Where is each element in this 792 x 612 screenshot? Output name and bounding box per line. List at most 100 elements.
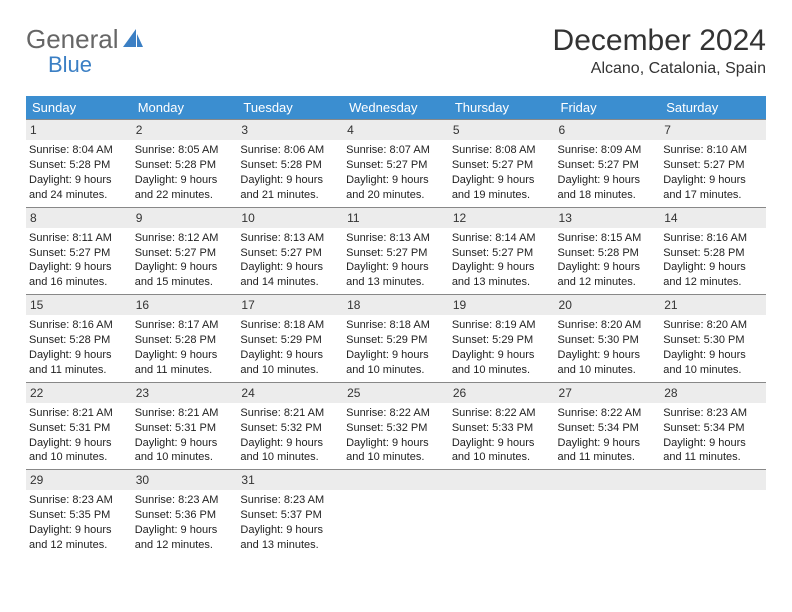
calendar-cell: 7Sunrise: 8:10 AMSunset: 5:27 PMDaylight… (660, 119, 766, 207)
weekday-header-row: SundayMondayTuesdayWednesdayThursdayFrid… (26, 96, 766, 119)
daylight-text: Daylight: 9 hours (558, 436, 658, 451)
day-number: 4 (343, 119, 449, 140)
sunset-text: Sunset: 5:28 PM (135, 158, 235, 173)
sunset-text: Sunset: 5:27 PM (346, 158, 446, 173)
daylight-text: and 10 minutes. (240, 450, 340, 465)
page-title: December 2024 (553, 24, 766, 58)
day-number: 14 (660, 207, 766, 228)
sunset-text: Sunset: 5:27 PM (663, 158, 763, 173)
daylight-text: Daylight: 9 hours (346, 260, 446, 275)
sunset-text: Sunset: 5:28 PM (240, 158, 340, 173)
sunset-text: Sunset: 5:33 PM (452, 421, 552, 436)
day-number: 21 (660, 294, 766, 315)
brand-logo: General Blue (26, 24, 144, 55)
weekday-header: Saturday (660, 96, 766, 119)
day-number: 15 (26, 294, 132, 315)
calendar-cell: 15Sunrise: 8:16 AMSunset: 5:28 PMDayligh… (26, 294, 132, 382)
calendar-cell: 23Sunrise: 8:21 AMSunset: 5:31 PMDayligh… (132, 382, 238, 470)
calendar-cell: 20Sunrise: 8:20 AMSunset: 5:30 PMDayligh… (555, 294, 661, 382)
sunrise-text: Sunrise: 8:05 AM (135, 143, 235, 158)
calendar-cell: 30Sunrise: 8:23 AMSunset: 5:36 PMDayligh… (132, 469, 238, 557)
sunset-text: Sunset: 5:30 PM (663, 333, 763, 348)
daylight-text: Daylight: 9 hours (346, 173, 446, 188)
sunset-text: Sunset: 5:27 PM (29, 246, 129, 261)
calendar-cell: 18Sunrise: 8:18 AMSunset: 5:29 PMDayligh… (343, 294, 449, 382)
sunset-text: Sunset: 5:35 PM (29, 508, 129, 523)
sunrise-text: Sunrise: 8:21 AM (240, 406, 340, 421)
calendar-cell (343, 469, 449, 557)
daylight-text: Daylight: 9 hours (663, 260, 763, 275)
calendar-cell: 2Sunrise: 8:05 AMSunset: 5:28 PMDaylight… (132, 119, 238, 207)
daylight-text: Daylight: 9 hours (240, 173, 340, 188)
daylight-text: Daylight: 9 hours (452, 348, 552, 363)
sunrise-text: Sunrise: 8:04 AM (29, 143, 129, 158)
day-number: 10 (237, 207, 343, 228)
sunrise-text: Sunrise: 8:20 AM (663, 318, 763, 333)
sunrise-text: Sunrise: 8:13 AM (240, 231, 340, 246)
sunrise-text: Sunrise: 8:23 AM (663, 406, 763, 421)
sunset-text: Sunset: 5:29 PM (240, 333, 340, 348)
weekday-header: Wednesday (343, 96, 449, 119)
brand-sail-icon (119, 24, 144, 55)
daylight-text: and 22 minutes. (135, 188, 235, 203)
daylight-text: Daylight: 9 hours (452, 260, 552, 275)
sunrise-text: Sunrise: 8:16 AM (663, 231, 763, 246)
sunset-text: Sunset: 5:30 PM (558, 333, 658, 348)
daylight-text: Daylight: 9 hours (135, 523, 235, 538)
daylight-text: Daylight: 9 hours (240, 523, 340, 538)
sunrise-text: Sunrise: 8:06 AM (240, 143, 340, 158)
weekday-header: Monday (132, 96, 238, 119)
sunrise-text: Sunrise: 8:10 AM (663, 143, 763, 158)
weekday-header: Thursday (449, 96, 555, 119)
sunset-text: Sunset: 5:27 PM (452, 158, 552, 173)
daylight-text: Daylight: 9 hours (29, 523, 129, 538)
day-number: 6 (555, 119, 661, 140)
daylight-text: Daylight: 9 hours (29, 173, 129, 188)
calendar-cell: 8Sunrise: 8:11 AMSunset: 5:27 PMDaylight… (26, 207, 132, 295)
day-number: 9 (132, 207, 238, 228)
sunrise-text: Sunrise: 8:11 AM (29, 231, 129, 246)
daylight-text: Daylight: 9 hours (29, 436, 129, 451)
sunset-text: Sunset: 5:28 PM (29, 333, 129, 348)
day-number: 5 (449, 119, 555, 140)
daylight-text: and 10 minutes. (452, 363, 552, 378)
daylight-text: and 10 minutes. (452, 450, 552, 465)
location-label: Alcano, Catalonia, Spain (553, 60, 766, 78)
brand-part2: Blue (48, 52, 92, 78)
calendar-cell: 12Sunrise: 8:14 AMSunset: 5:27 PMDayligh… (449, 207, 555, 295)
daylight-text: and 13 minutes. (452, 275, 552, 290)
day-number: 23 (132, 382, 238, 403)
sunrise-text: Sunrise: 8:20 AM (558, 318, 658, 333)
daylight-text: Daylight: 9 hours (135, 348, 235, 363)
sunrise-text: Sunrise: 8:17 AM (135, 318, 235, 333)
sunrise-text: Sunrise: 8:16 AM (29, 318, 129, 333)
daylight-text: Daylight: 9 hours (663, 173, 763, 188)
day-number: 19 (449, 294, 555, 315)
day-number: 26 (449, 382, 555, 403)
calendar-cell: 3Sunrise: 8:06 AMSunset: 5:28 PMDaylight… (237, 119, 343, 207)
daylight-text: Daylight: 9 hours (558, 260, 658, 275)
sunset-text: Sunset: 5:28 PM (558, 246, 658, 261)
day-number: 22 (26, 382, 132, 403)
sunrise-text: Sunrise: 8:23 AM (240, 493, 340, 508)
sunrise-text: Sunrise: 8:21 AM (29, 406, 129, 421)
daylight-text: and 17 minutes. (663, 188, 763, 203)
day-number: 28 (660, 382, 766, 403)
header: General Blue December 2024 Alcano, Catal… (26, 24, 766, 78)
sunset-text: Sunset: 5:28 PM (135, 333, 235, 348)
sunrise-text: Sunrise: 8:07 AM (346, 143, 446, 158)
daylight-text: and 24 minutes. (29, 188, 129, 203)
daylight-text: Daylight: 9 hours (346, 348, 446, 363)
daylight-text: Daylight: 9 hours (240, 260, 340, 275)
day-number: 12 (449, 207, 555, 228)
sunrise-text: Sunrise: 8:13 AM (346, 231, 446, 246)
sunrise-text: Sunrise: 8:22 AM (452, 406, 552, 421)
day-number: 11 (343, 207, 449, 228)
weekday-header: Sunday (26, 96, 132, 119)
daylight-text: and 11 minutes. (558, 450, 658, 465)
daylight-text: Daylight: 9 hours (452, 436, 552, 451)
sunset-text: Sunset: 5:31 PM (29, 421, 129, 436)
daylight-text: and 19 minutes. (452, 188, 552, 203)
sunrise-text: Sunrise: 8:12 AM (135, 231, 235, 246)
calendar-cell: 21Sunrise: 8:20 AMSunset: 5:30 PMDayligh… (660, 294, 766, 382)
